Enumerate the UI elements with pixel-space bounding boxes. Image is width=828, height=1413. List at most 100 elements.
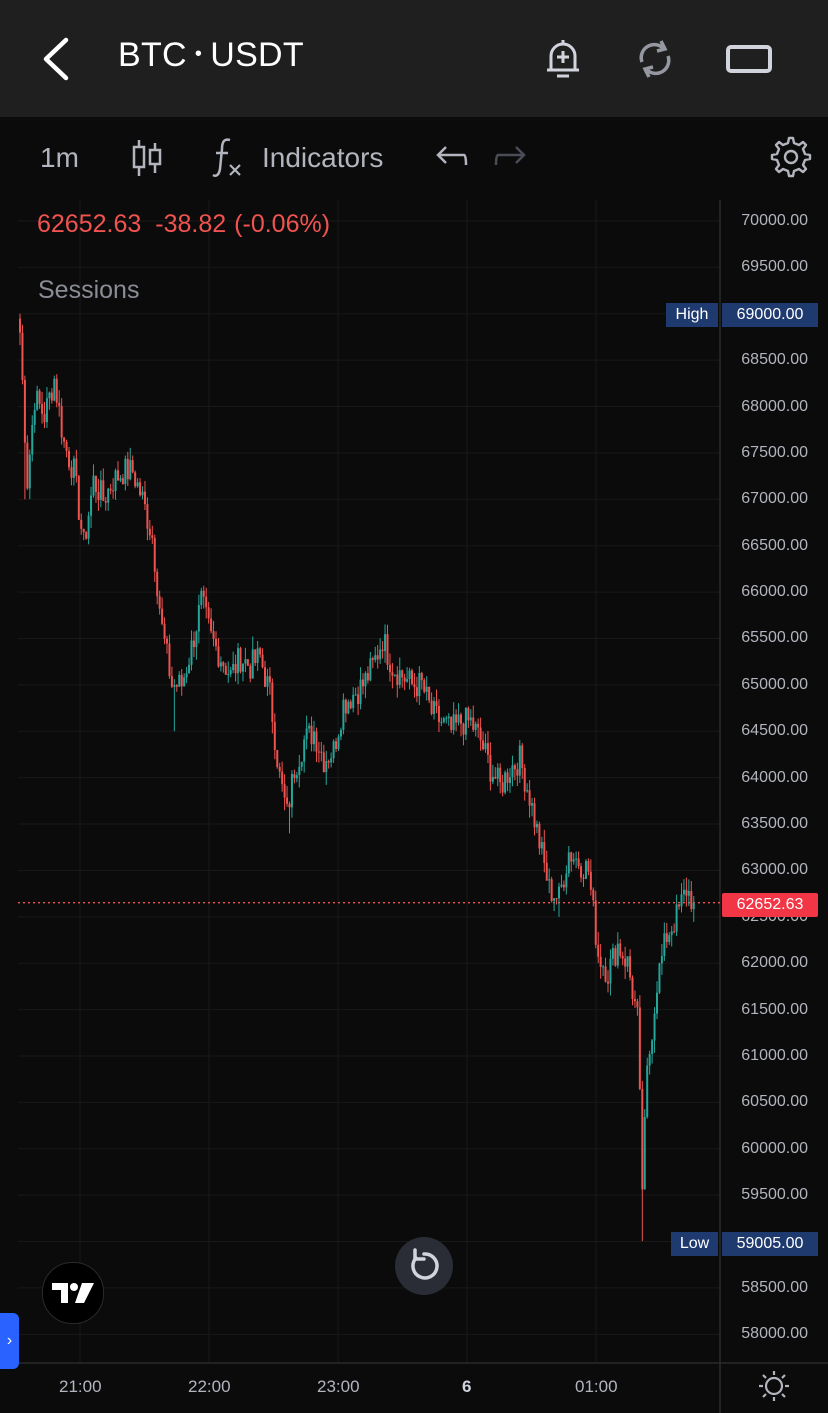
candle-body bbox=[401, 670, 404, 678]
price-tick: 61500.00 bbox=[741, 1000, 808, 1018]
candle-body bbox=[85, 532, 88, 539]
candle-body bbox=[656, 992, 658, 1014]
candle-body bbox=[638, 1007, 641, 1090]
chart-type-button[interactable] bbox=[130, 137, 164, 184]
alert-add-icon bbox=[547, 40, 579, 78]
candle-body bbox=[303, 739, 306, 762]
price-tick: 63500.00 bbox=[741, 815, 808, 833]
candle-body bbox=[643, 1116, 646, 1190]
candle-body bbox=[604, 966, 607, 982]
candle-body bbox=[337, 736, 340, 750]
candle-body bbox=[195, 631, 198, 648]
candle-body bbox=[200, 590, 203, 606]
high-tag-value: 69000.00 bbox=[722, 303, 818, 327]
candle-body bbox=[548, 879, 551, 881]
candle-body bbox=[354, 694, 357, 696]
back-button[interactable] bbox=[30, 30, 80, 88]
candle-body bbox=[310, 725, 313, 745]
candle-body bbox=[107, 488, 110, 503]
candle-body bbox=[580, 866, 583, 878]
candle-body bbox=[388, 664, 391, 673]
candle-body bbox=[516, 769, 519, 776]
candle-body bbox=[210, 618, 213, 632]
candle-body bbox=[178, 674, 181, 687]
candle-body bbox=[420, 673, 423, 681]
candle-body bbox=[584, 860, 587, 879]
candle-body bbox=[366, 673, 369, 681]
candle-body bbox=[148, 528, 151, 536]
candle-body bbox=[87, 515, 90, 539]
redo-button[interactable] bbox=[494, 143, 528, 178]
candle-body bbox=[33, 409, 36, 425]
candle-body bbox=[393, 674, 396, 676]
candle-body bbox=[342, 699, 345, 730]
sessions-indicator-label[interactable]: Sessions bbox=[38, 276, 140, 304]
candle-body bbox=[513, 765, 516, 770]
candle-body bbox=[668, 935, 671, 943]
price-tick: 58000.00 bbox=[741, 1325, 808, 1343]
candle-body bbox=[278, 767, 281, 772]
fx-button[interactable] bbox=[210, 135, 246, 186]
candle-body bbox=[680, 894, 683, 907]
candle-body bbox=[146, 504, 149, 529]
candle-body bbox=[180, 674, 183, 687]
high-tag-label: High bbox=[666, 303, 718, 327]
candle-body bbox=[619, 943, 622, 956]
reset-chart-button[interactable] bbox=[395, 1237, 453, 1295]
back-arrow-icon bbox=[43, 37, 69, 81]
candle-body bbox=[339, 729, 342, 737]
candle-body bbox=[21, 332, 24, 381]
candle-body bbox=[391, 672, 394, 676]
candle-body bbox=[99, 480, 102, 500]
candle-body bbox=[158, 596, 161, 609]
axis-settings-button[interactable] bbox=[758, 1370, 790, 1402]
candle-body bbox=[673, 931, 676, 933]
side-panel-toggle[interactable]: › bbox=[0, 1313, 19, 1369]
redo-icon bbox=[494, 146, 526, 166]
undo-button[interactable] bbox=[434, 143, 468, 178]
candle-body bbox=[23, 380, 26, 443]
landscape-button[interactable] bbox=[722, 32, 776, 86]
candle-body bbox=[411, 670, 413, 685]
candle-body bbox=[65, 441, 68, 452]
candle-body bbox=[641, 1089, 644, 1190]
candle-body bbox=[482, 740, 485, 750]
candle-body bbox=[489, 754, 492, 782]
candle-body bbox=[170, 676, 173, 687]
candle-body bbox=[70, 467, 73, 478]
candle-body bbox=[609, 958, 612, 984]
candle-body bbox=[364, 673, 367, 687]
candle-body bbox=[511, 765, 514, 778]
candle-body bbox=[633, 999, 636, 1002]
candle-body bbox=[425, 686, 428, 692]
candle-body bbox=[134, 472, 137, 487]
refresh-button[interactable] bbox=[628, 32, 682, 86]
candle-body bbox=[50, 392, 53, 401]
candle-body bbox=[518, 745, 521, 776]
candle-body bbox=[589, 871, 592, 890]
add-alert-button[interactable] bbox=[536, 32, 590, 86]
candle-body bbox=[82, 528, 85, 533]
candle-body bbox=[408, 670, 411, 680]
interval-button[interactable]: 1m bbox=[40, 142, 79, 173]
chart-settings-button[interactable] bbox=[766, 134, 812, 185]
tradingview-logo[interactable] bbox=[42, 1262, 104, 1324]
chevron-right-icon: › bbox=[6, 1332, 13, 1349]
candle-body bbox=[136, 482, 139, 487]
price-tick: 66500.00 bbox=[741, 536, 808, 554]
candlestick-chart[interactable] bbox=[0, 200, 828, 1413]
candle-body bbox=[371, 658, 374, 660]
candle-body bbox=[374, 655, 377, 660]
price-tick: 69500.00 bbox=[741, 258, 808, 276]
indicators-button[interactable]: Indicators bbox=[262, 142, 384, 173]
candle-body bbox=[207, 607, 210, 619]
candle-body bbox=[462, 723, 465, 735]
candles-icon bbox=[132, 140, 162, 176]
symbol-title[interactable]: BTC • USDT bbox=[118, 36, 304, 75]
candle-body bbox=[192, 640, 195, 648]
tradingview-logo-icon bbox=[52, 1283, 94, 1303]
candle-body bbox=[335, 741, 338, 750]
candle-body bbox=[626, 956, 629, 967]
candle-body bbox=[528, 790, 531, 806]
price-tick: 67500.00 bbox=[741, 443, 808, 461]
